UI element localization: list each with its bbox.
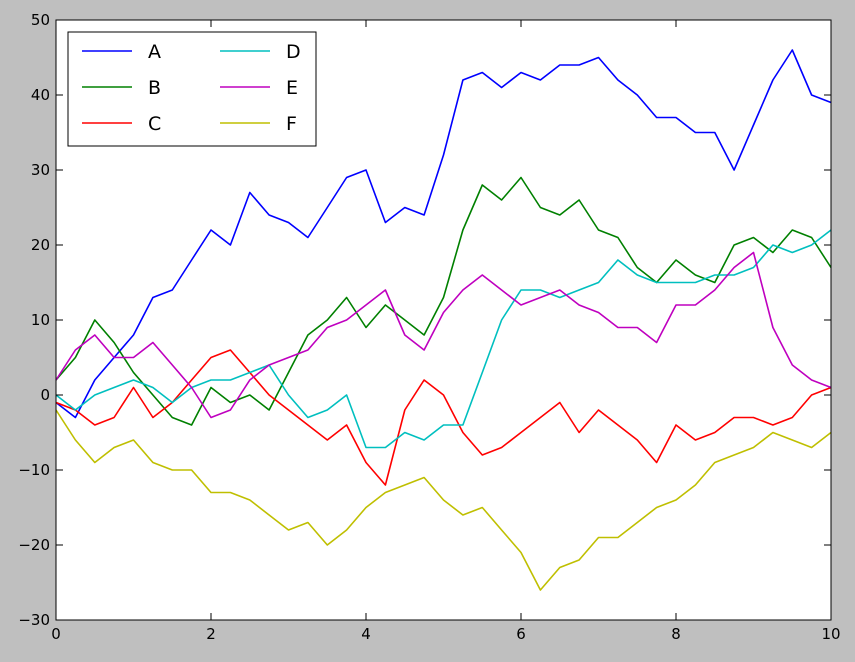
y-tick-label: −20 (18, 536, 50, 554)
legend-label-b: B (148, 77, 161, 99)
x-tick-label: 6 (516, 625, 526, 643)
series-layer (55, 49, 832, 591)
y-tick-label: 30 (31, 161, 50, 179)
y-tick-label: 0 (40, 386, 50, 404)
y-tick-label: 50 (31, 11, 50, 29)
y-tick-label: −10 (18, 461, 50, 479)
legend-label-f: F (286, 113, 297, 135)
series-line-d (55, 229, 832, 449)
x-tick-label: 8 (671, 625, 681, 643)
legend-label-e: E (286, 77, 298, 99)
legend-label-c: C (148, 113, 161, 135)
y-tick-label: 20 (31, 236, 50, 254)
series-line-a (55, 49, 832, 419)
x-tick-label: 2 (206, 625, 216, 643)
x-tick-label: 10 (821, 625, 840, 643)
series-line-f (55, 409, 832, 591)
series-line-b (55, 176, 832, 426)
legend: ABC DEF (67, 31, 317, 147)
series-line-e (55, 251, 832, 419)
x-tick-label: 0 (51, 625, 61, 643)
y-tick-label: 10 (31, 311, 50, 329)
y-tick-label: 40 (31, 86, 50, 104)
legend-box (67, 31, 317, 147)
legend-label-a: A (148, 41, 161, 63)
ticks-layer: 0 2 4 6 8 10 −30 −20 −10 0 10 20 30 40 50 (18, 11, 840, 643)
y-tick-label: −30 (18, 611, 50, 629)
series-line-c (55, 349, 832, 486)
x-tick-label: 4 (361, 625, 371, 643)
legend-label-d: D (286, 41, 301, 63)
